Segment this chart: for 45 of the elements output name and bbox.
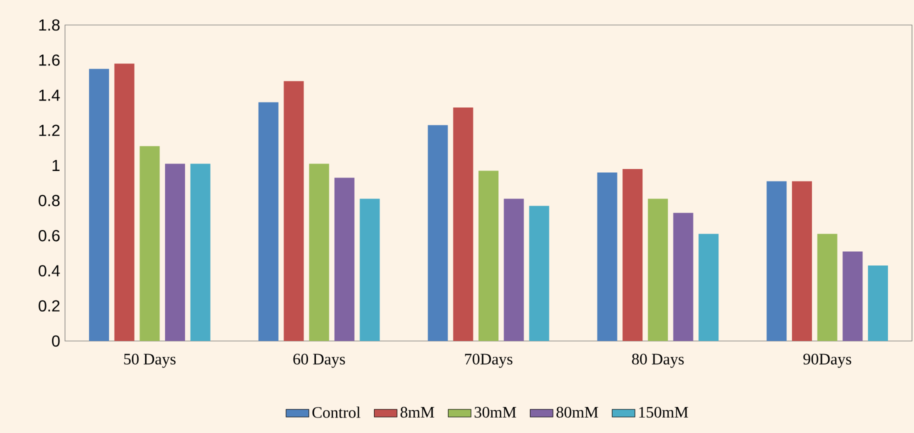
bar <box>89 68 110 341</box>
y-tick-label: 1 <box>52 160 60 171</box>
bar <box>453 108 474 341</box>
bar <box>504 198 524 341</box>
bar <box>673 212 694 341</box>
bar <box>428 125 448 341</box>
bar <box>842 251 863 341</box>
bar <box>792 181 812 341</box>
bar <box>766 181 787 341</box>
x-tick-label: 50 Days <box>124 354 176 368</box>
bar <box>648 198 668 341</box>
bar <box>258 102 278 341</box>
bar <box>190 164 210 341</box>
bar <box>114 64 134 341</box>
legend-label: 30mM <box>474 406 516 418</box>
x-tick-label: 80 Days <box>632 354 684 368</box>
bar <box>698 234 719 341</box>
bar <box>622 168 643 341</box>
bar <box>817 234 838 341</box>
bar <box>165 164 186 341</box>
y-tick-label: 1.4 <box>39 90 60 101</box>
bar <box>529 206 550 341</box>
x-tick-label: 60 Days <box>293 354 345 368</box>
y-tick-label: 0.4 <box>38 265 60 276</box>
y-tick-label: 1.8 <box>39 19 60 31</box>
bar <box>309 164 330 341</box>
bar <box>284 81 304 341</box>
bar <box>334 178 354 341</box>
legend-label: 80mM <box>556 406 598 418</box>
bar <box>478 170 498 341</box>
y-tick-label: 0.6 <box>38 230 60 242</box>
y-tick-label: 0.2 <box>38 300 60 312</box>
bar <box>360 198 380 341</box>
y-tick-label: 0 <box>52 335 60 347</box>
x-tick-label: 90Days <box>803 354 852 368</box>
bar <box>868 266 888 341</box>
bar <box>140 146 160 341</box>
x-tick-label: 70Days <box>465 354 512 368</box>
legend-label: Control <box>312 406 360 418</box>
legend-label: 150mM <box>639 406 688 418</box>
bar <box>597 172 618 341</box>
y-tick-label: 1.6 <box>39 54 60 66</box>
y-tick-label: 1.2 <box>39 124 60 136</box>
y-tick-label: 0.8 <box>38 194 60 206</box>
legend-label: 8mM <box>400 406 434 418</box>
